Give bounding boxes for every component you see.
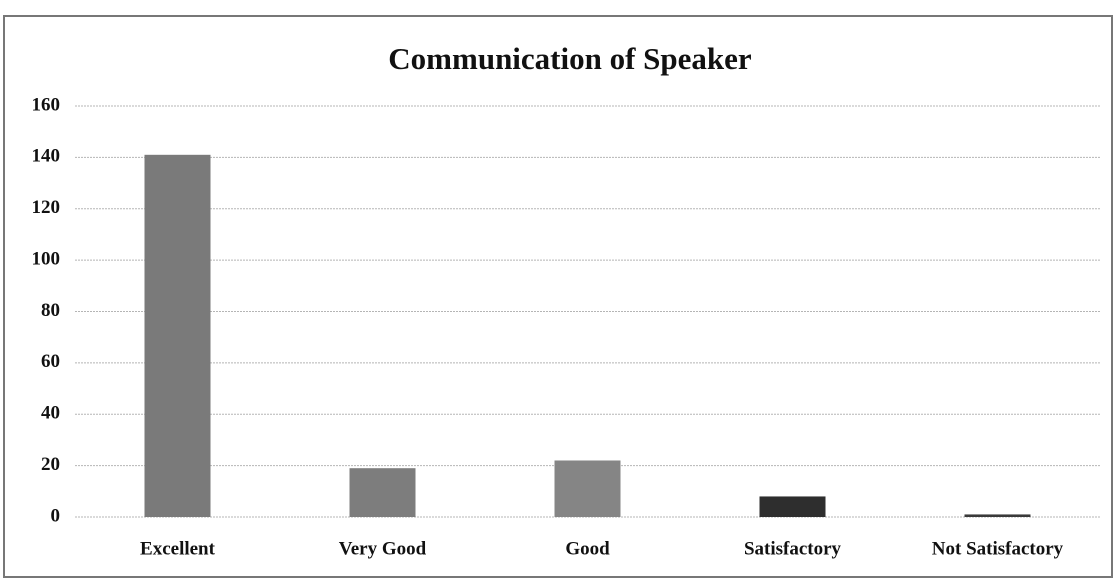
y-tick-label: 40 [41, 403, 60, 424]
x-tick-label: Not Satisfactory [932, 538, 1064, 559]
bar [144, 154, 211, 517]
y-tick-label: 0 [51, 505, 61, 526]
x-tick-label: Excellent [140, 538, 216, 559]
x-tick-label: Good [565, 538, 610, 559]
bar [349, 468, 416, 517]
y-tick-label: 60 [41, 351, 60, 372]
y-tick-label: 80 [41, 300, 60, 321]
bar [554, 460, 621, 517]
y-tick-label: 20 [41, 454, 60, 475]
chart-title: Communication of Speaker [388, 41, 752, 76]
bar [964, 514, 1031, 517]
y-tick-label: 120 [32, 197, 61, 218]
y-tick-label: 100 [32, 248, 61, 269]
bar [759, 496, 826, 517]
y-tick-label: 140 [32, 146, 61, 167]
x-tick-label: Satisfactory [744, 538, 842, 559]
x-tick-label: Very Good [339, 538, 427, 559]
y-tick-label: 160 [32, 94, 61, 115]
